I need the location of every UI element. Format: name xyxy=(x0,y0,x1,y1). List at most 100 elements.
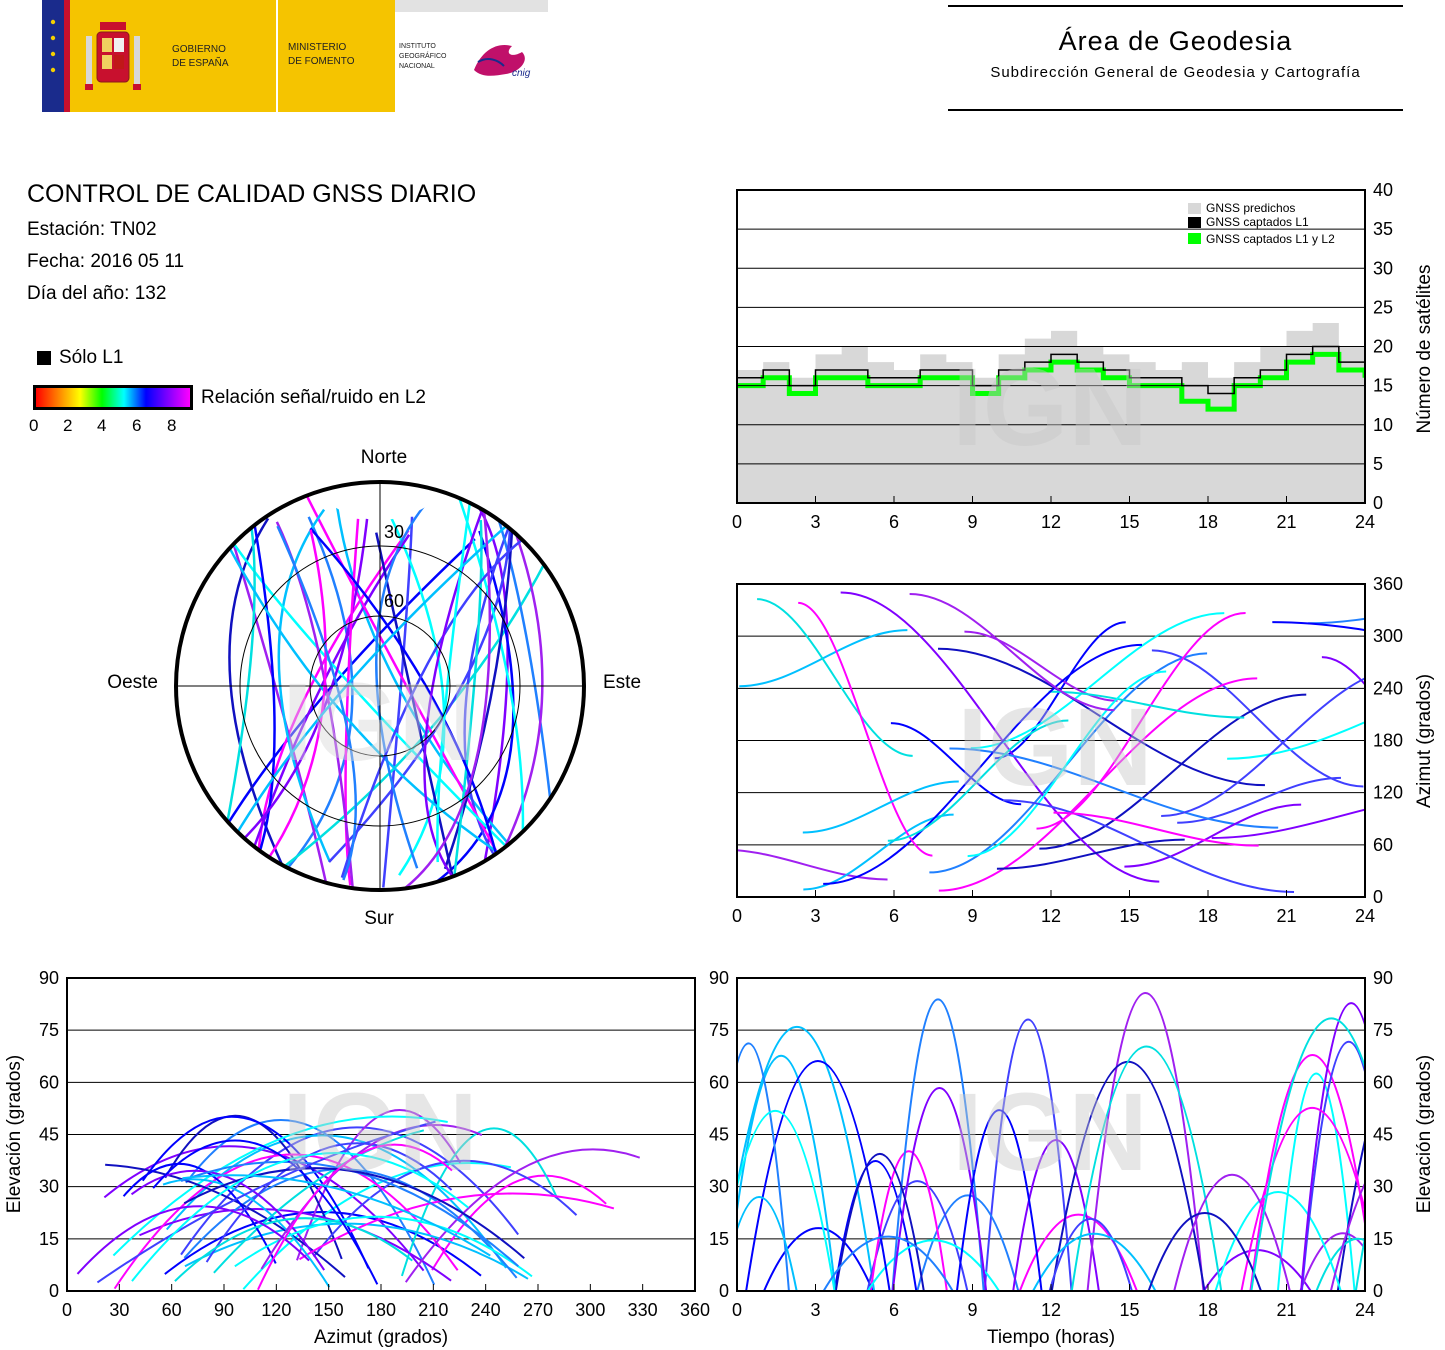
elevation-track xyxy=(737,1042,790,1291)
elevation-track xyxy=(1048,1217,1133,1291)
min-line1: MINISTERIO xyxy=(288,42,347,53)
sky-track xyxy=(436,501,472,863)
elevation-track xyxy=(822,1235,954,1291)
x-tick-label: 21 xyxy=(1276,512,1296,532)
x-tick-label: 18 xyxy=(1198,906,1218,926)
x-tick-label: 210 xyxy=(418,1300,448,1320)
azimuth-track xyxy=(996,838,1185,870)
institutional-logo-band: GOBIERNO DE ESPAÑA MINISTERIO DE FOMENTO… xyxy=(42,0,548,112)
x-tick-label: 270 xyxy=(523,1300,553,1320)
elevation-azimuth-track xyxy=(431,1174,607,1271)
legend-l1: GNSS captados L1 xyxy=(1206,215,1309,229)
ign-line2: GEOGRÁFICO xyxy=(399,51,447,60)
elevation-track xyxy=(1300,1002,1365,1291)
azimuth-track xyxy=(757,598,913,757)
y-tick-label: 90 xyxy=(709,968,729,988)
azimuth-track xyxy=(823,643,1143,885)
azimuth-track xyxy=(1053,811,1259,847)
elevation-track xyxy=(1249,1054,1365,1291)
sky-east-label: Este xyxy=(603,672,641,693)
l1-only-label: Sólo L1 xyxy=(59,347,124,368)
watermark: IGN xyxy=(957,686,1153,809)
watermark: IGN xyxy=(952,346,1148,469)
azimuth-track xyxy=(887,719,1069,842)
y-tick-label: 15 xyxy=(1373,1229,1393,1249)
elevation-track xyxy=(1250,1017,1365,1291)
y-tick-label: 10 xyxy=(1373,415,1393,435)
elevation-track xyxy=(916,1194,1020,1291)
elevation-azimuth-track xyxy=(103,1145,425,1272)
elevation-track xyxy=(869,1150,948,1291)
azimuth-track xyxy=(1151,649,1364,788)
watermark: IGN xyxy=(952,1071,1148,1194)
elevation-track xyxy=(983,1018,1073,1291)
elevation-track xyxy=(833,1160,918,1291)
elevation-track xyxy=(763,1227,874,1291)
azimuth-track xyxy=(840,591,1160,883)
legend-l1-only: Sólo L1 xyxy=(37,347,123,369)
elevation-track xyxy=(1300,1041,1365,1291)
y-tick-label: 15 xyxy=(1373,376,1393,396)
y-tick-label: 15 xyxy=(709,1229,729,1249)
x-tick-label: 9 xyxy=(967,1300,977,1320)
ign-line1: INSTITUTO xyxy=(399,43,436,50)
elevation-track xyxy=(1240,1106,1365,1291)
report-title: CONTROL DE CALIDAD GNSS DIARIO xyxy=(27,180,477,208)
watermark: IGN xyxy=(282,661,478,784)
azimuth-track xyxy=(1048,690,1245,719)
snr-colorbar-label: Relación señal/ruido en L2 xyxy=(201,387,426,408)
l1-swatch xyxy=(37,351,51,365)
legend-swatch-l1l2 xyxy=(1188,233,1201,244)
cnig-logo-icon: cnig xyxy=(474,45,531,79)
azimuth-track xyxy=(802,780,959,834)
y-tick-label: 40 xyxy=(1373,180,1393,200)
area-title: Área de Geodesia xyxy=(1058,26,1293,56)
date-label: Fecha: 2016 05 11 xyxy=(27,251,185,272)
elevation-azimuth-track xyxy=(152,1139,379,1285)
elevation-azimuth-track xyxy=(182,1174,491,1257)
elevation-track xyxy=(1032,1233,1157,1291)
ministerio-panel xyxy=(278,0,395,112)
elevation-track xyxy=(891,998,985,1291)
elevation-track xyxy=(1070,1045,1223,1291)
x-tick-label: 18 xyxy=(1198,1300,1218,1320)
y-tick-label: 0 xyxy=(49,1281,59,1301)
y-tick-label: 0 xyxy=(1373,887,1383,907)
sky-ring-label-30: 30 xyxy=(384,522,404,542)
elevation-track xyxy=(737,1054,837,1291)
elevation-track xyxy=(834,1152,925,1291)
x-tick-label: 120 xyxy=(261,1300,291,1320)
elevation-track xyxy=(1086,992,1205,1291)
series-l1 xyxy=(737,345,1365,395)
azimuth-track xyxy=(1002,799,1295,893)
x-tick-label: 180 xyxy=(366,1300,396,1320)
ea-ylabel: Elevación (grados) xyxy=(4,1055,25,1213)
cbar-tick: 6 xyxy=(132,416,142,435)
x-tick-label: 0 xyxy=(62,1300,72,1320)
y-tick-label: 0 xyxy=(1373,493,1383,513)
y-tick-label: 0 xyxy=(1373,1281,1383,1301)
y-tick-label: 30 xyxy=(39,1177,59,1197)
sky-track xyxy=(208,509,537,878)
azimuth-track xyxy=(1124,803,1302,868)
sky-track xyxy=(256,529,410,872)
x-tick-label: 0 xyxy=(732,906,742,926)
elevation-azimuth-track xyxy=(183,1167,525,1259)
azimuth-track xyxy=(967,670,1167,858)
cnig-text: cnig xyxy=(512,68,531,79)
x-tick-label: 90 xyxy=(214,1300,234,1320)
x-tick-label: 21 xyxy=(1276,1300,1296,1320)
elevation-azimuth-track xyxy=(105,1163,346,1278)
sky-track xyxy=(277,508,331,863)
elevation-track xyxy=(1299,1232,1365,1291)
et-xlabel: Tiempo (horas) xyxy=(987,1327,1115,1348)
cbar-tick: 2 xyxy=(63,416,73,435)
elevation-track xyxy=(1336,1135,1365,1291)
x-tick-label: 24 xyxy=(1355,1300,1375,1320)
x-tick-label: 150 xyxy=(314,1300,344,1320)
sky-track xyxy=(340,528,538,878)
y-tick-label: 60 xyxy=(709,1072,729,1092)
